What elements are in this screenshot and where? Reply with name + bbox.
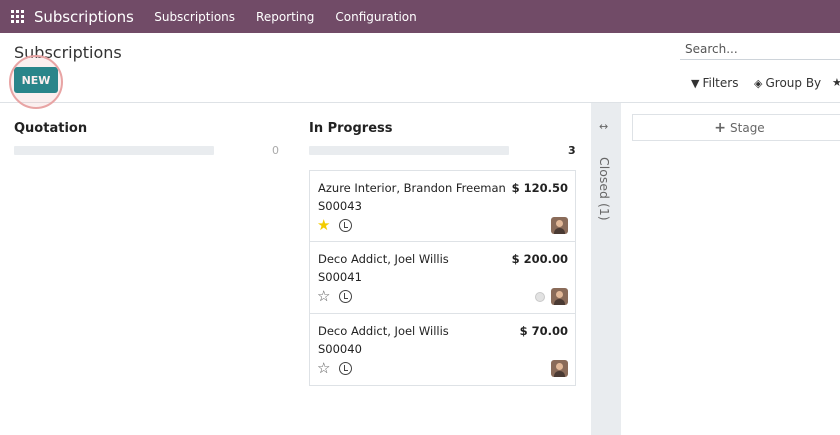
clock-icon[interactable] [339,290,352,303]
card-customer: Azure Interior, Brandon Freeman [318,181,506,195]
card-amount: $ 70.00 [519,324,568,338]
apps-menu-icon[interactable] [11,10,24,23]
kanban-card[interactable]: Deco Addict, Joel Willis S00040 $ 70.00 … [309,314,576,386]
column-title-in-progress[interactable]: In Progress [309,121,393,136]
card-amount: $ 120.50 [511,181,568,195]
expand-arrows-icon: ↔ [599,120,609,133]
folded-column-closed[interactable]: ↔ Closed (1) [591,103,621,435]
top-navbar: Subscriptions Subscriptions Reporting Co… [0,0,840,33]
avatar [551,217,568,234]
filters-button[interactable]: ▼ Filters [691,76,738,90]
card-customer: Deco Addict, Joel Willis [318,252,449,266]
clock-icon[interactable] [339,362,352,375]
avatar [551,288,568,305]
star-icon[interactable]: ★ [317,216,331,234]
group-by-label: Group By [765,76,822,90]
search-input[interactable]: Search... [680,38,840,60]
app-title[interactable]: Subscriptions [34,7,134,26]
add-stage-button[interactable]: + Stage [632,114,840,141]
group-by-button[interactable]: ◈ Group By [754,76,821,90]
page-title: Subscriptions [14,43,122,62]
add-stage-label: Stage [730,120,765,135]
card-reference: S00041 [318,270,362,284]
filters-label: Filters [702,76,739,90]
column-count: 0 [272,144,279,157]
menu-configuration[interactable]: Configuration [335,9,417,24]
menu-subscriptions[interactable]: Subscriptions [154,9,236,24]
card-amount: $ 200.00 [511,252,568,266]
column-title-quotation[interactable]: Quotation [14,121,88,136]
folded-column-label: Closed (1) [597,157,612,221]
favorites-button[interactable]: ★ [832,76,840,89]
star-outline-icon[interactable]: ☆ [317,287,331,305]
card-reference: S00040 [318,342,362,356]
kanban-card[interactable]: Azure Interior, Brandon Freeman S00043 $… [309,170,576,242]
star-outline-icon[interactable]: ☆ [317,359,331,377]
favorites-star-icon: ★ [832,76,840,89]
status-dot[interactable] [535,292,545,302]
control-panel: Subscriptions NEW Search... ▼ Filters ◈ … [0,33,840,109]
new-button[interactable]: NEW [14,67,58,93]
menu-reporting[interactable]: Reporting [256,9,315,24]
column-count: 3 [568,144,576,157]
avatar [551,360,568,377]
column-progress-bar[interactable] [14,146,214,155]
card-customer: Deco Addict, Joel Willis [318,324,449,338]
kanban-card[interactable]: Deco Addict, Joel Willis S00041 $ 200.00… [309,242,576,314]
plus-icon: + [714,119,727,136]
clock-icon[interactable] [339,219,352,232]
card-reference: S00043 [318,199,362,213]
layers-icon: ◈ [754,76,763,90]
column-progress-bar[interactable] [309,146,509,155]
filter-icon: ▼ [691,76,700,90]
